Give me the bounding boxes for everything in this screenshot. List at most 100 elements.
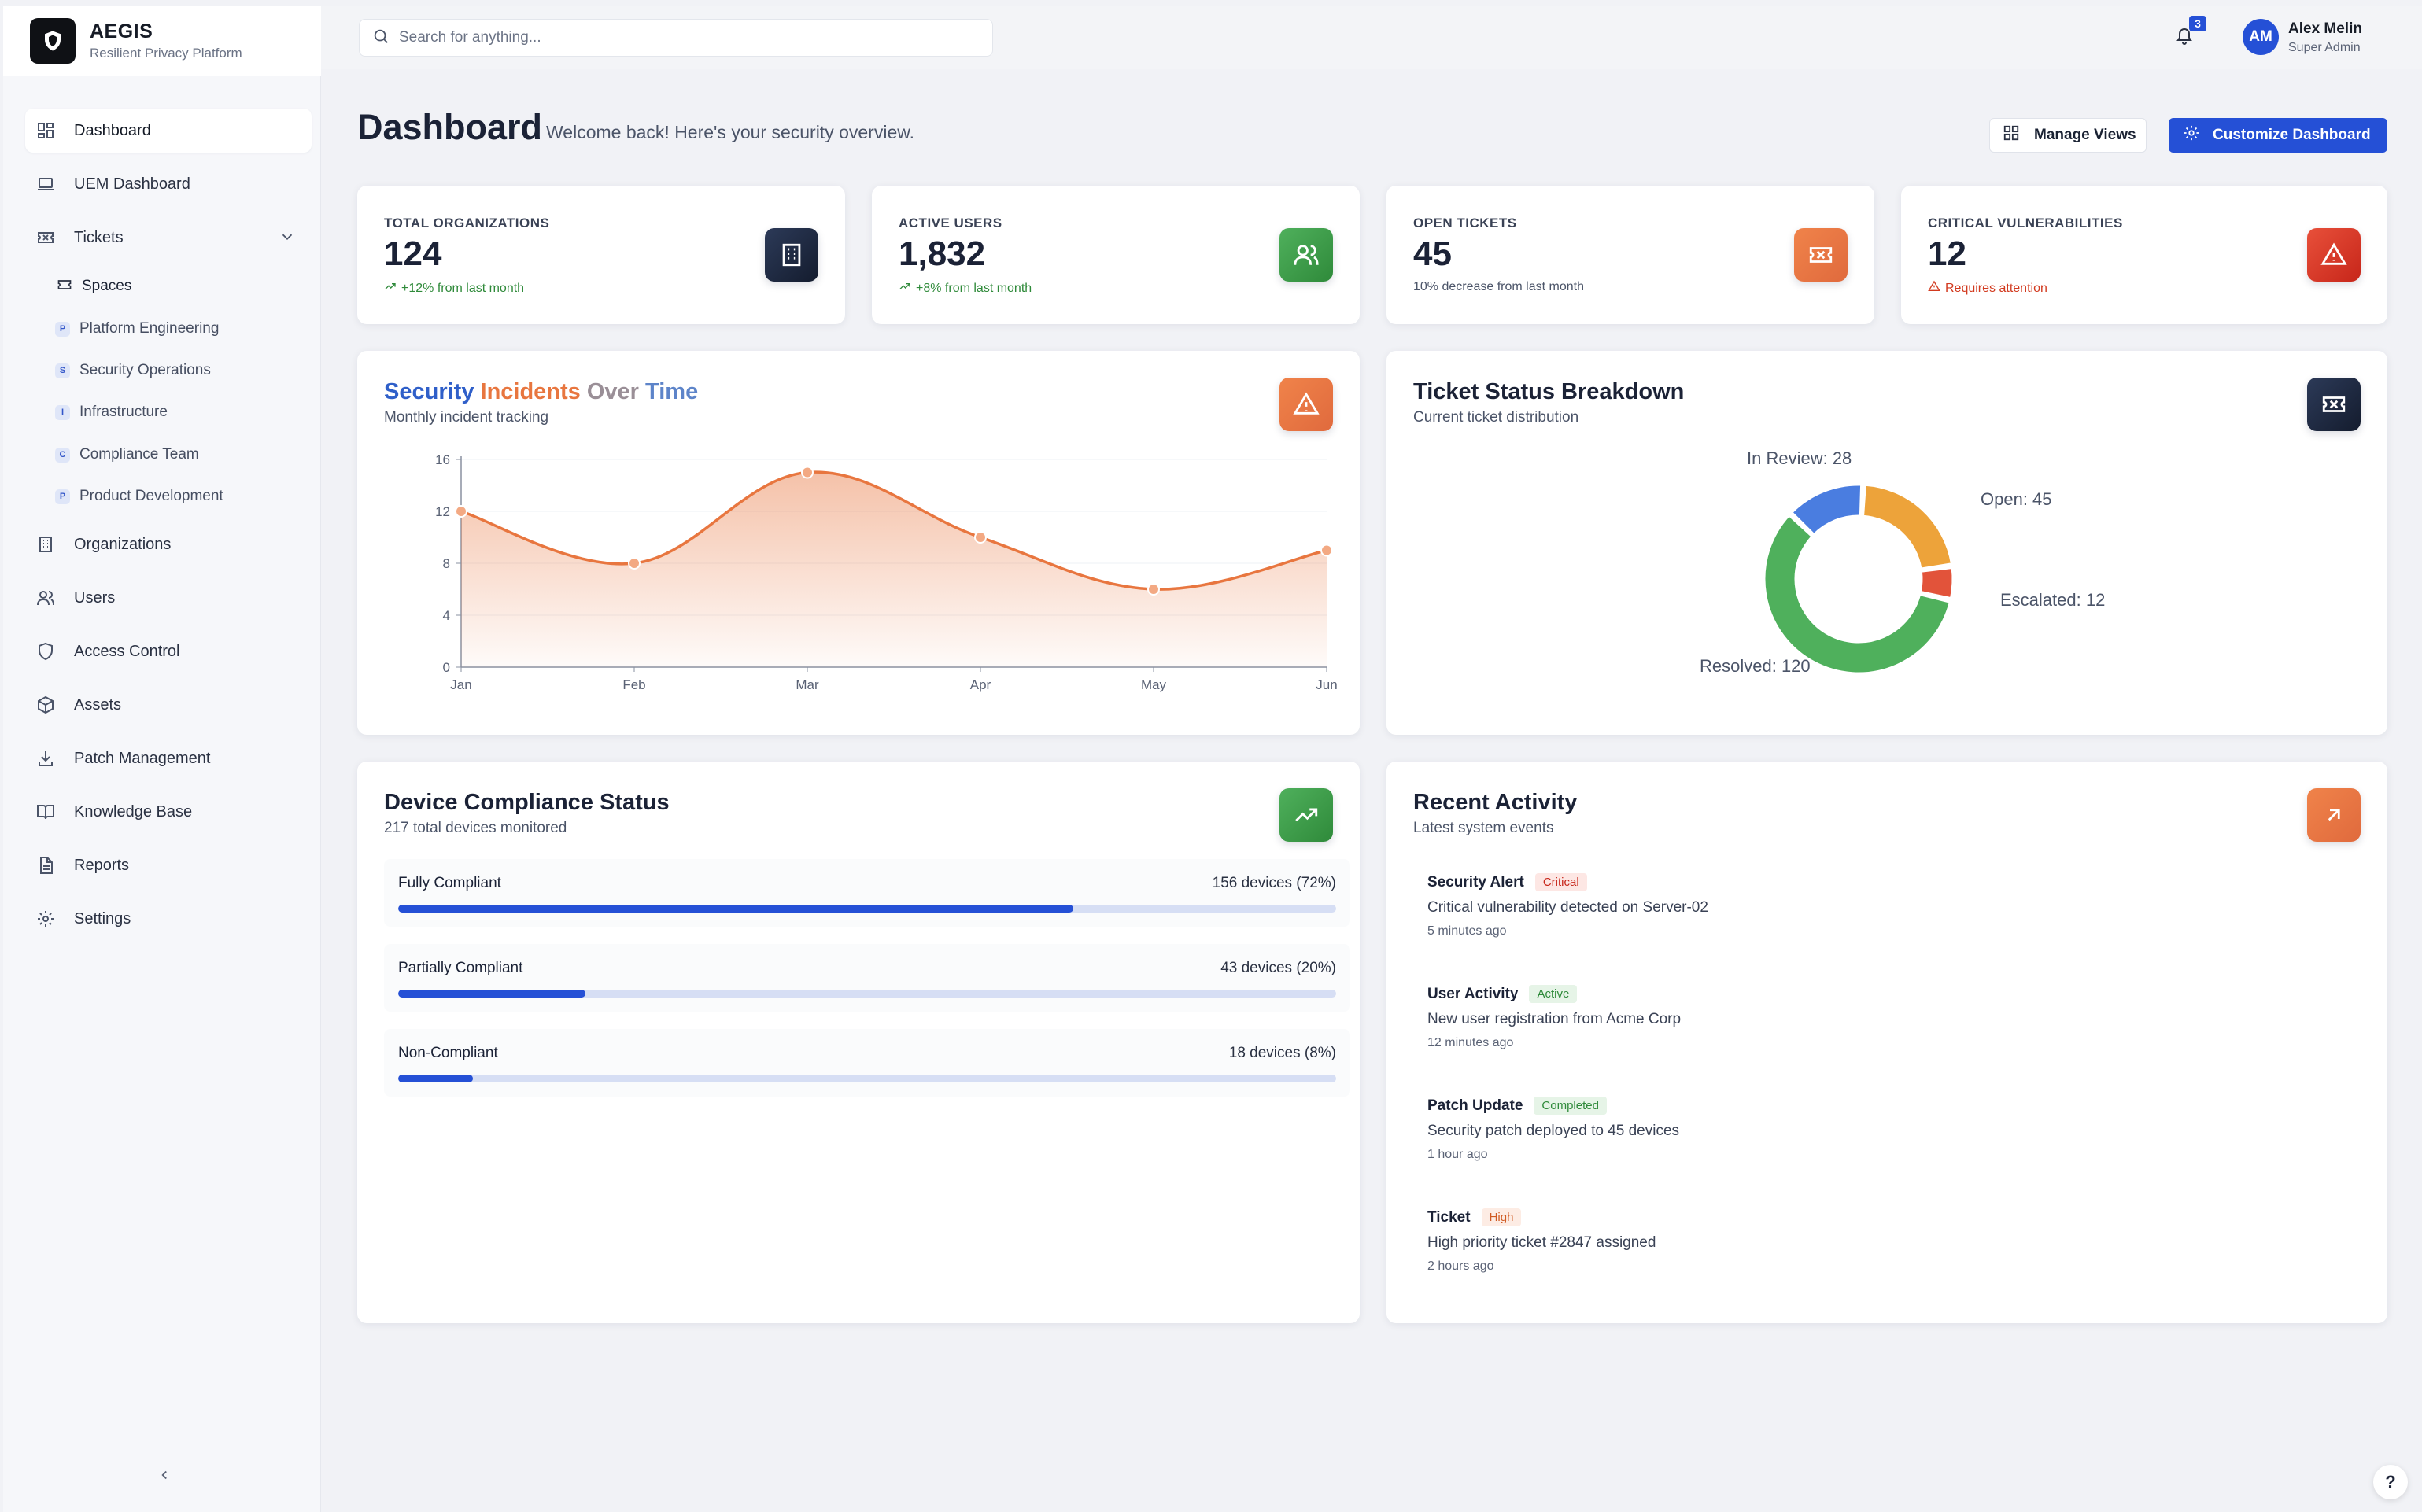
space-item-compliance-team[interactable]: C Compliance Team: [55, 439, 199, 470]
activity-description: New user registration from Acme Corp: [1427, 1011, 1682, 1027]
customize-dashboard-button[interactable]: Customize Dashboard: [2169, 118, 2387, 153]
activity-title: Ticket: [1427, 1208, 1471, 1226]
collapse-sidebar-button[interactable]: [153, 1465, 176, 1488]
card-title: Ticket Status Breakdown: [1413, 379, 1685, 404]
compliance-progress: [398, 990, 1336, 998]
sidebar-item-knowledge-base[interactable]: Knowledge Base: [25, 790, 312, 834]
card-subtitle: 217 total devices monitored: [384, 820, 567, 836]
space-label: Security Operations: [79, 362, 211, 378]
alert-triangle-icon: [2307, 228, 2361, 282]
data-point: [801, 466, 814, 479]
search-input[interactable]: [399, 29, 950, 46]
ticket-icon[interactable]: [2307, 378, 2361, 431]
compliance-row[interactable]: Non-Compliant 18 devices (8%): [384, 1029, 1350, 1097]
space-item-product-development[interactable]: P Product Development: [55, 481, 223, 512]
sidebar-item-organizations[interactable]: Organizations: [25, 522, 312, 566]
brand[interactable]: AEGIS Resilient Privacy Platform: [3, 6, 321, 76]
sidebar-item-tickets[interactable]: Tickets: [25, 216, 312, 260]
stat-card-organizations[interactable]: TOTAL ORGANIZATIONS 124 +12% from last m…: [357, 186, 845, 324]
search-bar[interactable]: [359, 19, 993, 57]
space-item-security-operations[interactable]: S Security Operations: [55, 355, 211, 386]
ticket-donut-chart: Open: 45 Escalated: 12 Resolved: 120 In Rev…: [1700, 448, 2105, 676]
avatar[interactable]: AM: [2243, 19, 2279, 55]
space-badge: S: [55, 363, 70, 378]
stat-note: +8% from last month: [899, 280, 1032, 297]
space-label: Infrastructure: [79, 404, 168, 420]
area-fill: [461, 472, 1327, 667]
page-title: Dashboard: [357, 107, 543, 147]
sidebar-item-reports[interactable]: Reports: [25, 843, 312, 887]
chevron-down-icon[interactable]: [279, 228, 296, 249]
page-subtitle: Welcome back! Here's your security overv…: [546, 122, 914, 142]
stat-label: TOTAL ORGANIZATIONS: [384, 216, 550, 230]
space-item-platform-engineering[interactable]: P Platform Engineering: [55, 313, 219, 345]
compliance-name: Fully Compliant: [398, 875, 501, 891]
activity-description: Security patch deployed to 45 devices: [1427, 1123, 1680, 1139]
sidebar-item-users[interactable]: Users: [25, 576, 312, 620]
topbar: 3 AM Alex Melin Super Admin: [321, 6, 2422, 69]
compliance-progress: [398, 905, 1336, 913]
space-badge: I: [55, 404, 70, 420]
stat-card-critical-vulnerabilities[interactable]: CRITICAL VULNERABILITIES 12 Requires att…: [1901, 186, 2387, 324]
stat-label: ACTIVE USERS: [899, 216, 1002, 230]
activity-item[interactable]: Patch Update Completed Security patch de…: [1427, 1097, 2293, 1162]
sidebar-item-access-control[interactable]: Access Control: [25, 629, 312, 673]
space-badge: C: [55, 447, 70, 463]
sidebar-item-label: Assets: [74, 695, 122, 714]
arrow-up-right-icon[interactable]: [2307, 788, 2361, 842]
compliance-name: Partially Compliant: [398, 960, 523, 976]
status-badge: High: [1481, 1208, 1522, 1226]
alert-triangle-icon[interactable]: [1279, 378, 1333, 431]
sidebar-item-spaces[interactable]: Spaces: [57, 271, 131, 302]
help-button[interactable]: ?: [2373, 1465, 2408, 1499]
progress-fill: [398, 905, 1074, 913]
brand-tagline: Resilient Privacy Platform: [90, 46, 242, 61]
compliance-row[interactable]: Fully Compliant 156 devices (72%): [384, 859, 1350, 927]
stat-card-active-users[interactable]: ACTIVE USERS 1,832 +8% from last month: [872, 186, 1360, 324]
manage-views-button[interactable]: Manage Views: [1989, 118, 2147, 153]
stat-value: 45: [1413, 234, 1452, 273]
space-label: Platform Engineering: [79, 320, 220, 337]
sidebar-item-patch-management[interactable]: Patch Management: [25, 736, 312, 780]
stat-note: 10% decrease from last month: [1413, 280, 1584, 293]
stat-note-text: +8% from last month: [916, 281, 1032, 295]
activity-description: High priority ticket #2847 assigned: [1427, 1234, 1656, 1251]
slice-label: Open: 45: [1981, 489, 2052, 509]
compliance-row[interactable]: Partially Compliant 43 devices (20%): [384, 944, 1350, 1012]
activity-time: 1 hour ago: [1427, 1148, 1488, 1161]
chart-subtitle: Monthly incident tracking: [384, 409, 549, 426]
y-tick-label: 0: [443, 660, 450, 675]
slice-label: Resolved: 120: [1700, 656, 1811, 676]
notifications-button[interactable]: [2170, 24, 2199, 52]
sidebar-item-settings[interactable]: Settings: [25, 897, 312, 941]
stat-label: OPEN TICKETS: [1413, 216, 1517, 230]
trend-up-icon: [384, 280, 397, 297]
activity-item[interactable]: Security Alert Critical Critical vulnera…: [1427, 873, 2293, 939]
activity-item[interactable]: Ticket High High priority ticket #2847 a…: [1427, 1208, 2293, 1274]
x-tick-label: Mar: [796, 677, 819, 692]
incidents-card: Security Incidents Over Time Monthly inc…: [357, 351, 1360, 735]
incidents-area-chart: 0 4 8 12 16 Jan Feb Mar Apr May Jun: [435, 452, 1338, 692]
users-icon: [35, 587, 57, 609]
bell-icon: [2175, 27, 2194, 50]
sidebar-item-label: Organizations: [74, 535, 172, 553]
building-icon: [765, 228, 818, 282]
data-point: [1147, 583, 1160, 596]
sidebar-item-assets[interactable]: Assets: [25, 683, 312, 727]
sidebar-item-label: Access Control: [74, 642, 180, 660]
space-label: Product Development: [79, 488, 223, 504]
shield-icon: [35, 640, 57, 662]
spaces-icon: [57, 277, 72, 297]
stat-card-open-tickets[interactable]: OPEN TICKETS 45 10% decrease from last m…: [1386, 186, 1874, 324]
activity-item[interactable]: User Activity Active New user registrati…: [1427, 985, 2293, 1050]
title-part: Incidents: [474, 379, 581, 404]
sidebar-item-dashboard[interactable]: Dashboard: [25, 109, 312, 153]
sidebar-item-uem-dashboard[interactable]: UEM Dashboard: [25, 162, 312, 206]
user-name[interactable]: Alex Melin: [2288, 20, 2362, 37]
y-tick-label: 12: [435, 504, 450, 519]
ticket-status-card: Ticket Status Breakdown Current ticket d…: [1386, 351, 2387, 735]
download-icon: [35, 747, 57, 769]
trend-up-icon[interactable]: [1279, 788, 1333, 842]
space-item-infrastructure[interactable]: I Infrastructure: [55, 396, 168, 428]
data-point: [628, 557, 641, 570]
